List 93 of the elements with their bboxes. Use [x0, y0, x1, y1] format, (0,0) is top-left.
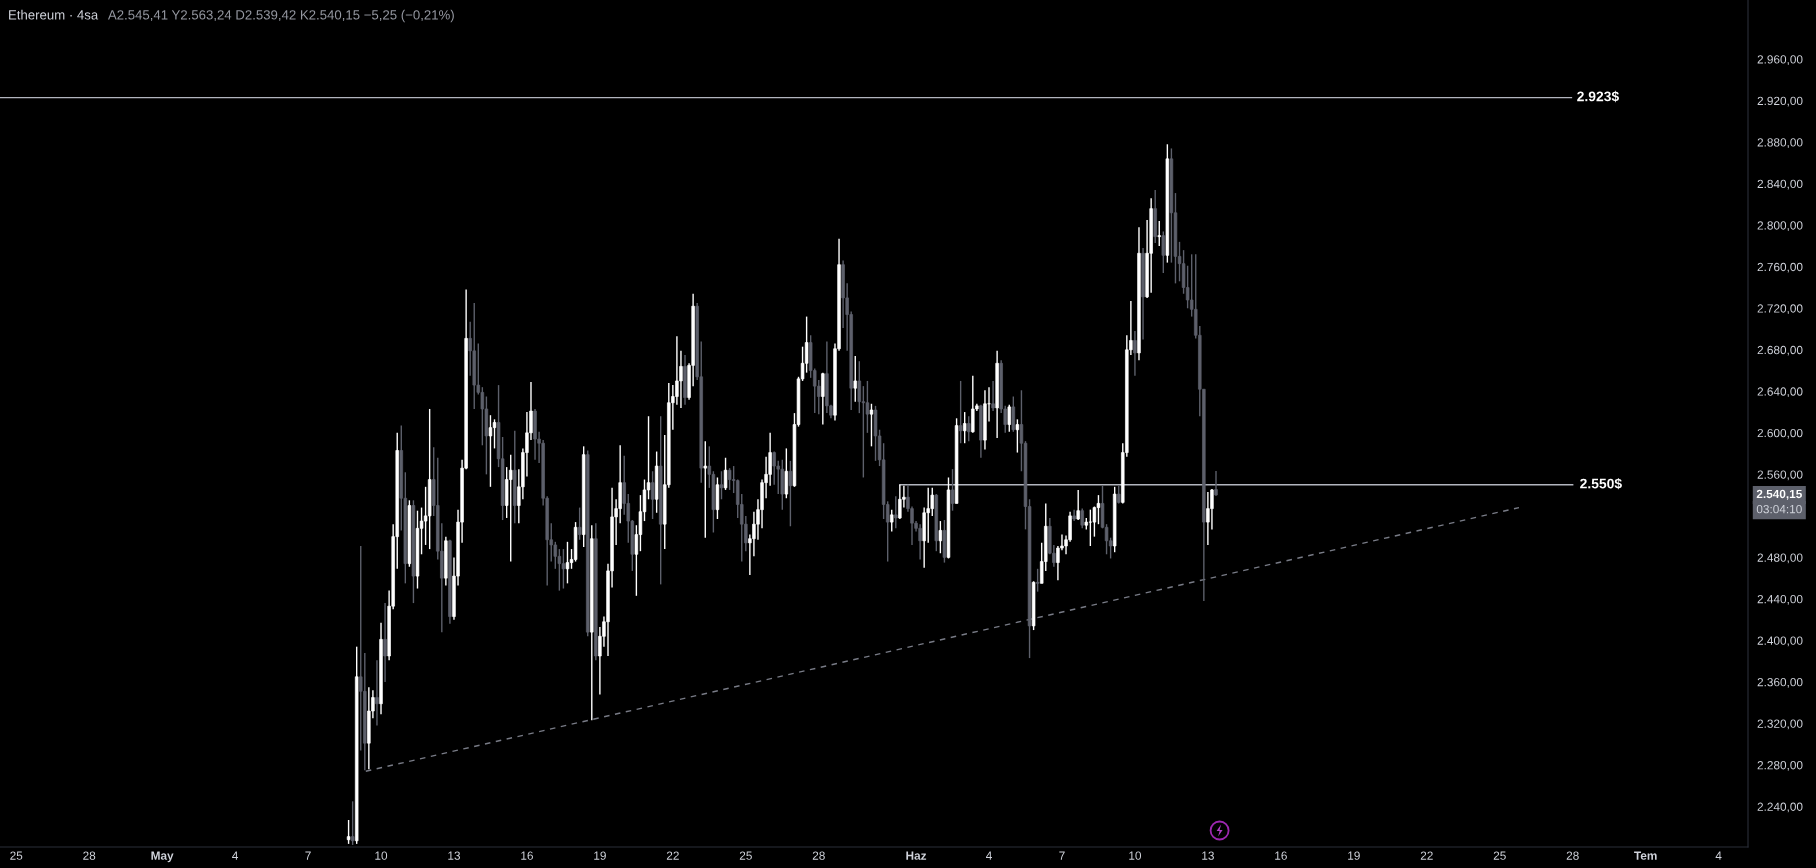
x-tick-label: Haz: [906, 851, 927, 860]
candlestick: [1011, 395, 1016, 433]
candlestick: [853, 355, 857, 403]
candlestick: [727, 467, 732, 491]
x-tick-label: 7: [305, 851, 311, 860]
candlestick: [383, 602, 387, 683]
candlestick: [918, 523, 922, 561]
candlestick: [350, 800, 355, 846]
candlestick: [821, 371, 825, 426]
x-tick-label: 19: [594, 851, 606, 860]
annotation: A2.545,41 Y2.563,24 D2.539,42 K2.540,15 −5,25 (−0,21%): [107, 9, 454, 23]
x-tick-label: 22: [1420, 851, 1433, 860]
y-tick-label: 2.440,00: [1757, 594, 1803, 605]
x-tick-label: 25: [1493, 851, 1506, 860]
y-tick-label: 2.680,00: [1757, 345, 1803, 356]
candlestick: [898, 484, 902, 520]
candlestick: [1088, 508, 1093, 547]
candlestick: [565, 541, 570, 585]
y-tick-label: 2.960,00: [1757, 55, 1803, 65]
candlestick: [703, 440, 708, 539]
y-tick-label: 2.480,00: [1757, 553, 1803, 564]
x-tick-label: 4: [986, 851, 992, 860]
candlestick: [890, 508, 894, 533]
candlestick: [950, 468, 955, 512]
candlestick: [967, 415, 971, 442]
candlestick: [488, 414, 493, 488]
candlestick: [1206, 491, 1210, 546]
x-tick-label: 25: [10, 851, 23, 860]
text: 2.540,15: [1756, 489, 1802, 500]
candlestick: [971, 375, 975, 434]
x-tick-label: 4: [1715, 851, 1722, 860]
candlestick: [894, 495, 898, 530]
y-tick-label: 2.560,00: [1757, 470, 1803, 481]
text: 03:04:10: [1756, 504, 1802, 514]
candlestick: [346, 819, 351, 845]
candlestick: [650, 470, 655, 520]
candlestick: [577, 506, 582, 541]
y-tick-label: 2.880,00: [1757, 138, 1803, 148]
x-tick-label: 13: [1202, 851, 1214, 860]
candlestick: [958, 380, 963, 444]
y-tick-label: 2.240,00: [1757, 802, 1803, 813]
y-tick-label: 2.640,00: [1757, 387, 1803, 398]
candlestick: [1214, 470, 1218, 497]
x-tick-label: 7: [1059, 851, 1065, 860]
x-tick-label: 10: [375, 851, 388, 860]
candlestick: [561, 548, 566, 590]
x-tick-label: 28: [1566, 851, 1579, 860]
candlestick: [723, 457, 728, 491]
y-tick-label: 2.720,00: [1757, 304, 1803, 315]
series-label: 2.550$: [1580, 478, 1622, 490]
y-tick-label: 2.360,00: [1757, 677, 1803, 688]
x-tick-label: 16: [521, 851, 533, 860]
x-tick-label: 28: [812, 851, 825, 860]
candlestick: [1096, 494, 1101, 525]
candlestick: [1157, 220, 1161, 247]
candlestick: [962, 411, 967, 444]
y-tick-label: 2.600,00: [1757, 428, 1803, 439]
y-tick-label: 2.800,00: [1757, 221, 1803, 232]
x-tick-label: 4: [232, 851, 239, 860]
x-tick-label: 10: [1129, 851, 1142, 860]
candlestick: [857, 360, 862, 414]
x-tick-label: 22: [666, 851, 679, 860]
candlestick: [788, 460, 793, 527]
candlestick: [1007, 404, 1012, 433]
x-tick-label: 28: [83, 851, 96, 860]
x-tick-label: Tem: [1634, 851, 1657, 860]
candlestick: [1035, 568, 1040, 593]
candlestick: [1133, 330, 1137, 377]
x-tick-label: 25: [739, 851, 752, 860]
y-tick-label: 2.840,00: [1757, 179, 1803, 190]
candlestick: [375, 659, 379, 727]
y-tick-label: 2.320,00: [1757, 719, 1803, 730]
candlestick: [508, 453, 513, 563]
candlestick: [772, 450, 776, 486]
candlestick: [1015, 418, 1020, 454]
candlestick: [1080, 507, 1084, 530]
candlestick: [938, 520, 943, 554]
candlestick: [1161, 230, 1166, 274]
x-tick-label: 13: [448, 851, 461, 860]
y-tick-label: 2.280,00: [1757, 761, 1803, 771]
y-tick-label: 2.400,00: [1757, 636, 1803, 647]
text: Ethereum · 4sa: [9, 9, 99, 20]
x-tick-label: May: [151, 851, 174, 863]
candlestick: [991, 380, 995, 412]
candlestick: [784, 447, 789, 499]
x-tick-label: 16: [1275, 851, 1287, 860]
candlestick: [719, 470, 724, 500]
y-tick-label: 2.760,00: [1757, 262, 1803, 273]
candlestick: [1076, 489, 1080, 521]
y-tick-label: 2.920,00: [1757, 96, 1803, 107]
ref-line-label: 2.923$: [1577, 90, 1619, 103]
x-tick-label: 19: [1348, 851, 1360, 860]
candlestick: [869, 403, 874, 448]
